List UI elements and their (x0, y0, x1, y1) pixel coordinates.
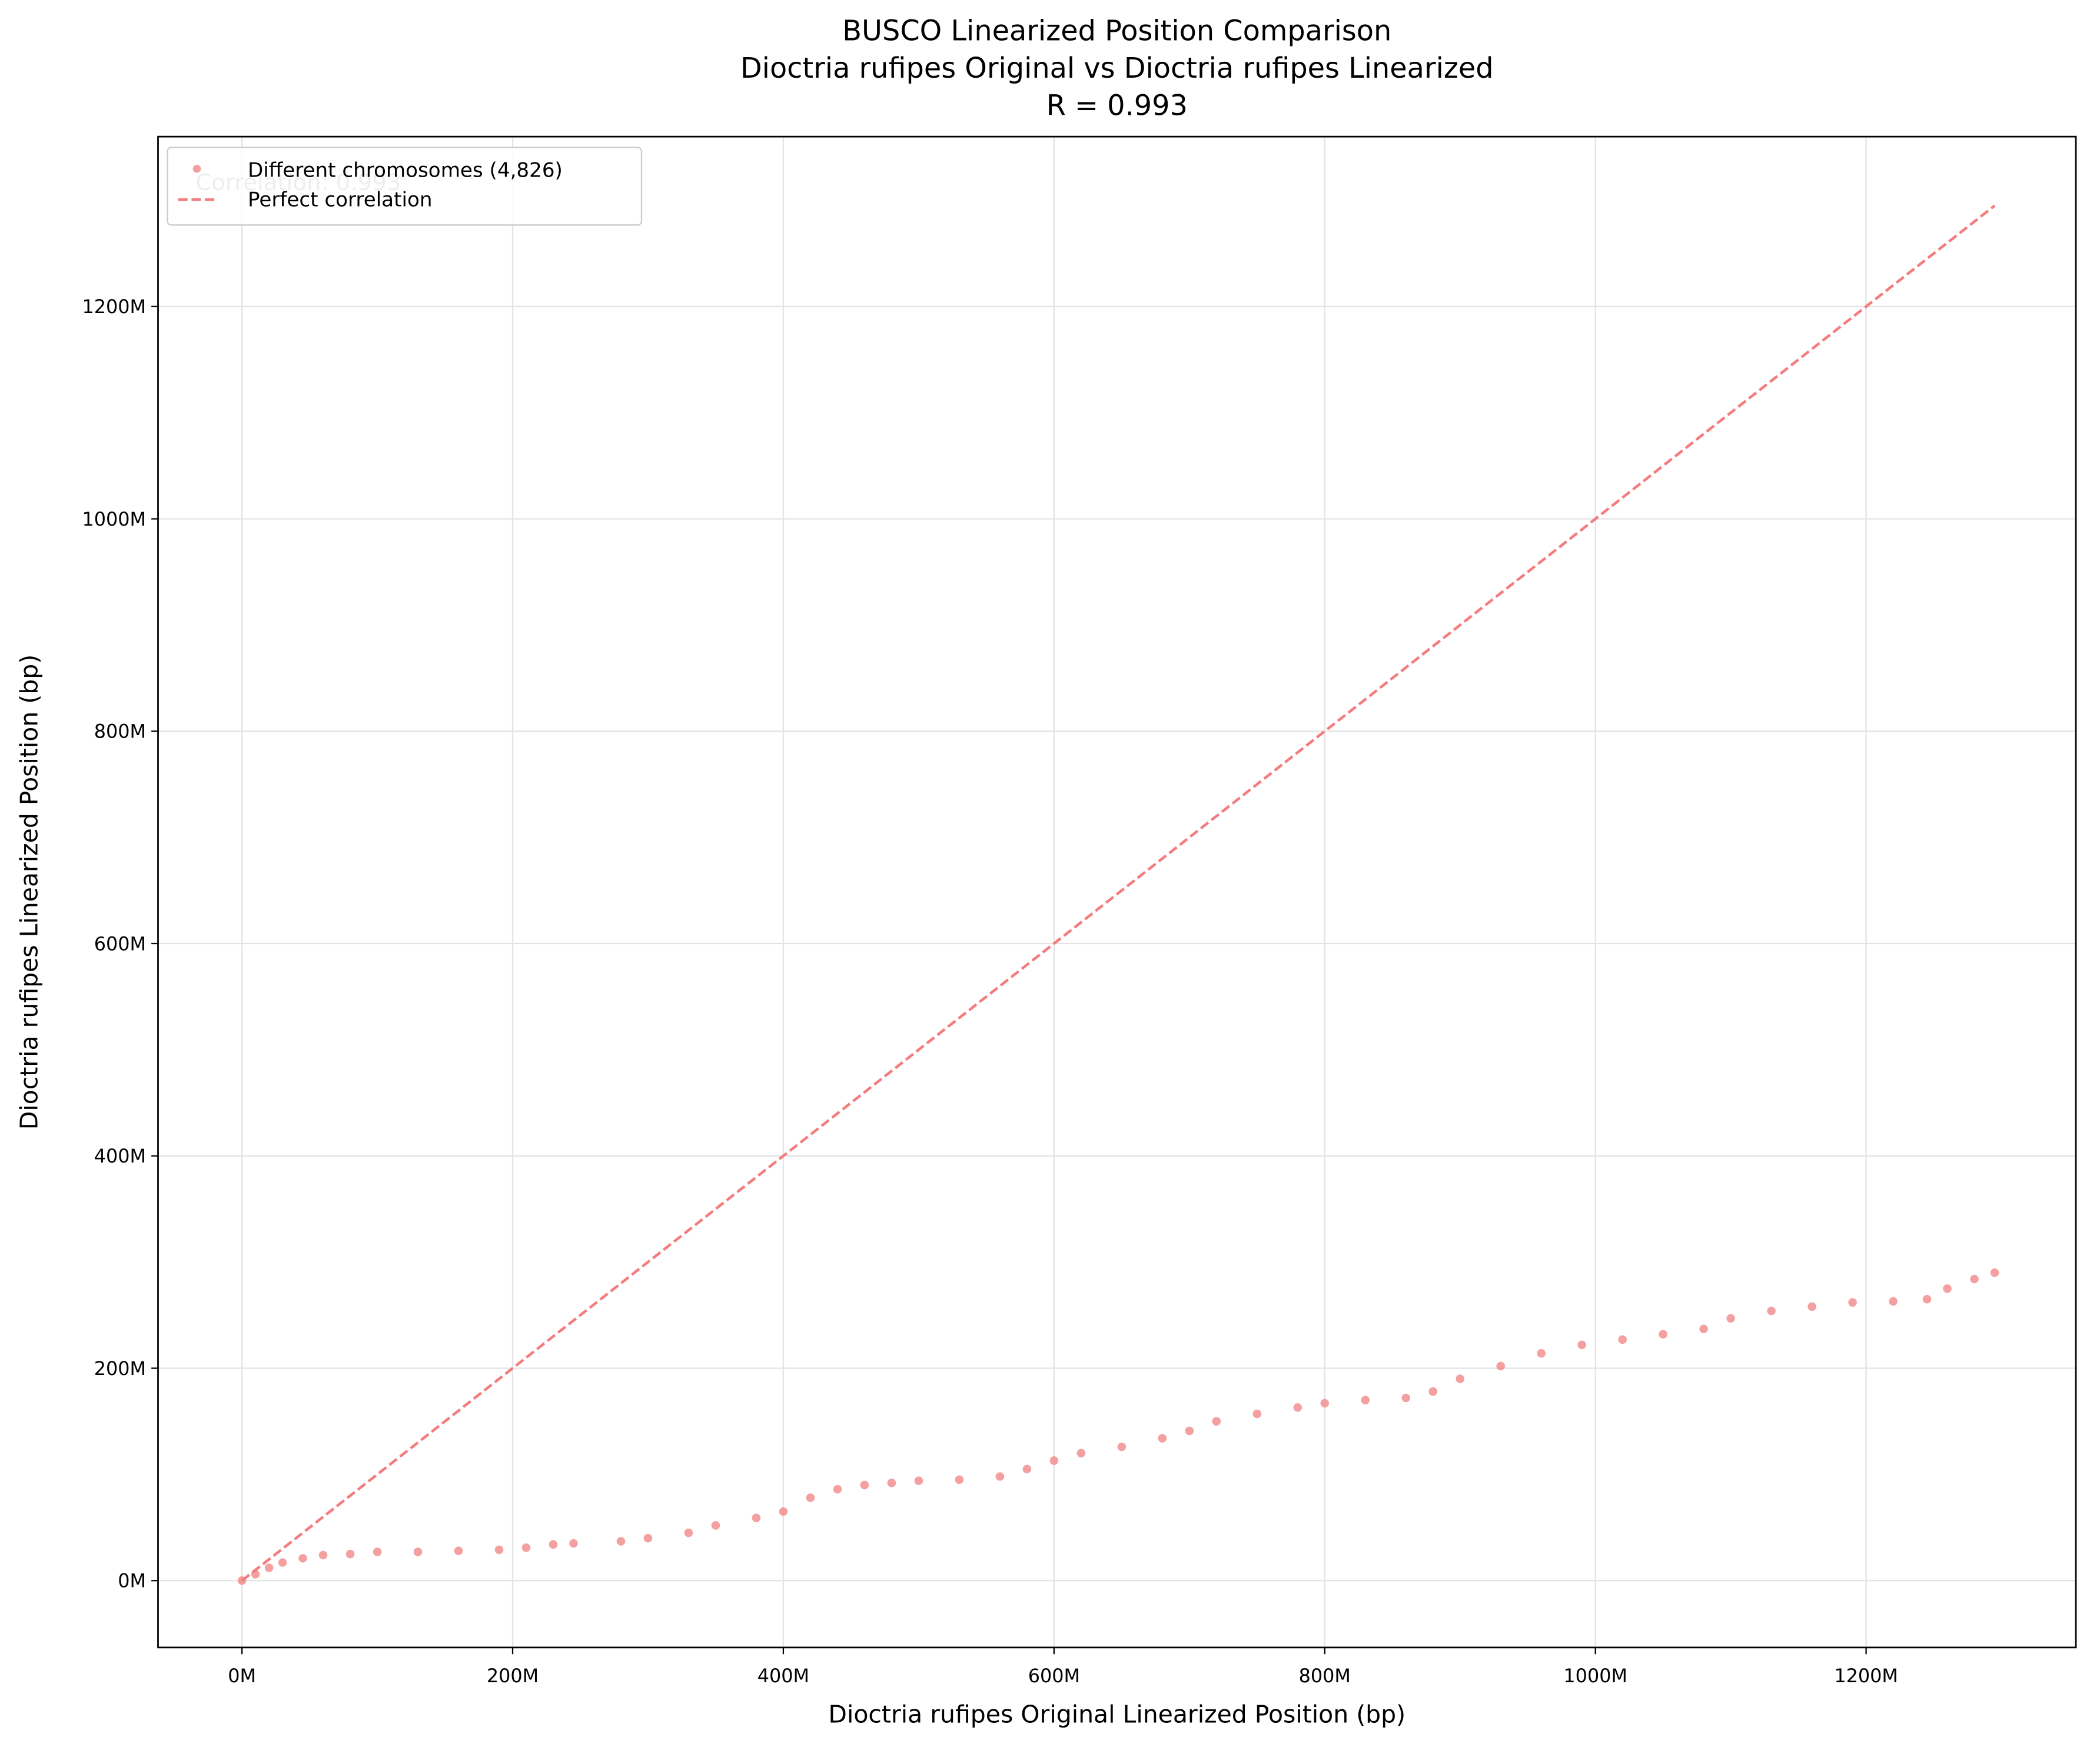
x-tick-label: 200M (487, 1665, 539, 1687)
scatter-point (1252, 1409, 1262, 1419)
x-axis-label: Dioctria rufipes Original Linearized Pos… (828, 1700, 1405, 1728)
legend-box (167, 147, 643, 226)
legend-label: Different chromosomes (4,826) (248, 158, 563, 182)
marks (237, 204, 1999, 1585)
x-tick-label: 1200M (1834, 1665, 1898, 1687)
scatter-point (711, 1521, 720, 1530)
chart-title: R = 0.993 (1046, 90, 1188, 122)
scatter-point (1117, 1442, 1127, 1452)
scatter-point (1185, 1426, 1194, 1436)
scatter-point (345, 1549, 355, 1559)
scatter-point (1361, 1396, 1370, 1404)
scatter-point (1807, 1302, 1816, 1311)
y-tick-label: 400M (94, 1145, 146, 1167)
scatter-point (569, 1539, 578, 1548)
chart-title: Dioctria rufipes Original vs Dioctria ru… (740, 52, 1494, 85)
scatter-point (1659, 1330, 1667, 1339)
scatter-point (1577, 1340, 1586, 1350)
scatter-point (752, 1513, 761, 1523)
scatter-point (1767, 1306, 1776, 1316)
x-tick-label: 800M (1299, 1665, 1351, 1687)
scatter-point (616, 1537, 626, 1546)
y-tick-label: 200M (94, 1357, 146, 1380)
scatter-point (549, 1540, 558, 1549)
x-tick-label: 0M (228, 1665, 256, 1687)
y-tick-label: 1000M (82, 508, 147, 530)
scatter-point (1943, 1284, 1952, 1293)
scatter-point (1848, 1298, 1857, 1307)
x-tick-label: 1000M (1563, 1665, 1627, 1687)
y-tick-label: 0M (118, 1570, 146, 1592)
scatter-point (413, 1547, 423, 1556)
plot-frame (157, 135, 2077, 1649)
scatter-point (1990, 1268, 1999, 1277)
scatter-point (1320, 1399, 1330, 1408)
scatter-point (1401, 1393, 1411, 1403)
scatter-point (1212, 1417, 1221, 1426)
legend: Different chromosomes (4,826) Perfect cor… (167, 147, 643, 226)
scatter-point (1537, 1349, 1546, 1358)
scatter-point (1699, 1324, 1708, 1334)
scatter-point (779, 1507, 788, 1516)
scatter-point (1496, 1361, 1505, 1371)
scatter-point (521, 1543, 531, 1552)
scatter-point (1158, 1434, 1167, 1443)
legend-label: Perfect correlation (248, 188, 432, 211)
scatter-point (860, 1480, 869, 1490)
scatter-point (806, 1493, 815, 1502)
scatter-point (318, 1550, 328, 1560)
scatter-point (914, 1476, 923, 1485)
scatter-point (684, 1528, 693, 1537)
scatter-point (264, 1563, 274, 1572)
scatter-point (1428, 1387, 1438, 1396)
scatter-point (887, 1479, 896, 1487)
labels: BUSCO Linearized Position Comparison Dioc… (82, 15, 1898, 1687)
scatter-point (955, 1475, 964, 1484)
y-tick-label: 1200M (82, 295, 147, 318)
scatter-point (1618, 1335, 1627, 1344)
reference-line (241, 204, 1996, 1582)
scatter-point (1049, 1456, 1059, 1465)
scatter-point (833, 1484, 842, 1494)
scatter-point (494, 1545, 504, 1555)
x-tick-label: 600M (1028, 1665, 1080, 1687)
scatter-point (278, 1558, 287, 1567)
scatter-point (1889, 1297, 1898, 1306)
y-axis-label: Dioctria rufipes Linearized Position (bp… (15, 655, 44, 1130)
scatter-point (1022, 1464, 1032, 1474)
scatter-point (1076, 1449, 1086, 1458)
grid (158, 137, 2076, 1648)
scatter-point (643, 1533, 653, 1543)
scatter-point (1922, 1294, 1932, 1304)
scatter-point (373, 1547, 382, 1556)
legend-swatch (192, 164, 201, 173)
scatter-point (1970, 1274, 1979, 1284)
x-tick-label: 400M (757, 1665, 809, 1687)
scatter-point (454, 1546, 463, 1556)
scatter-point (1726, 1314, 1735, 1323)
chart-title: BUSCO Linearized Position Comparison (842, 15, 1391, 47)
y-tick-label: 800M (94, 720, 146, 743)
scatter-point (1293, 1403, 1302, 1412)
scatter-point (995, 1472, 1005, 1481)
y-tick-label: 600M (94, 932, 146, 955)
scatter-point (298, 1554, 307, 1563)
scatter-point (1456, 1374, 1465, 1383)
